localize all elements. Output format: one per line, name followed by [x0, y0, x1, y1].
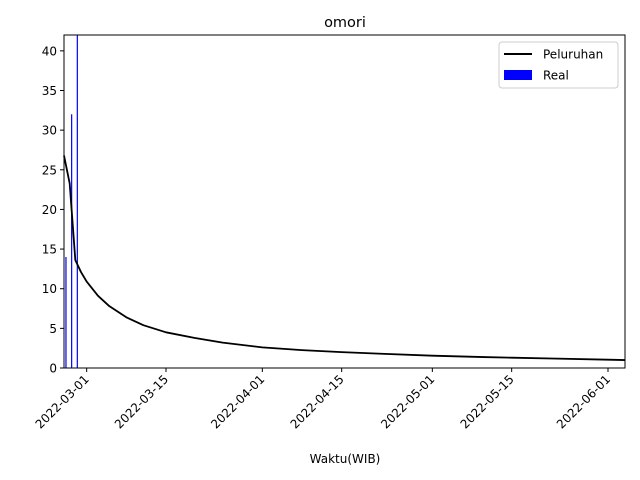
x-tick-label: 2022-03-01 — [33, 372, 92, 431]
y-tick-label: 40 — [42, 44, 57, 58]
legend: Peluruhan Real — [498, 41, 619, 89]
x-axis-label: Waktu(WIB) — [310, 452, 381, 466]
y-tick-label: 20 — [42, 203, 57, 217]
x-tick-label: 2022-05-15 — [458, 372, 517, 431]
line-series — [63, 155, 626, 361]
y-tick-label: 10 — [42, 282, 57, 296]
chart-title: omori — [324, 15, 366, 31]
x-axis: 2022-03-01 2022-03-15 2022-04-01 2022-04-15… — [33, 368, 613, 431]
bar-series — [65, 35, 78, 368]
x-tick-label: 2022-05-01 — [378, 372, 437, 431]
y-tick-label: 15 — [42, 243, 57, 257]
plot-frame — [63, 34, 626, 369]
x-tick-label: 2022-06-01 — [554, 372, 613, 431]
bar — [71, 114, 73, 368]
decay-line — [63, 155, 626, 361]
y-tick-label: 30 — [42, 124, 57, 138]
legend-label-peluruhan: Peluruhan — [543, 48, 603, 62]
y-axis: 0 5 10 15 20 25 30 35 40 — [42, 44, 64, 376]
x-tick-label: 2022-04-15 — [288, 372, 347, 431]
legend-label-real: Real — [543, 69, 569, 83]
y-tick-label: 25 — [42, 163, 57, 177]
y-tick-label: 35 — [42, 84, 57, 98]
bar — [76, 35, 78, 368]
legend-bar-swatch — [504, 70, 532, 80]
x-tick-label: 2022-04-01 — [208, 372, 267, 431]
y-tick-label: 0 — [49, 362, 57, 376]
bar — [65, 257, 67, 368]
x-tick-label: 2022-03-15 — [112, 372, 171, 431]
y-tick-label: 5 — [49, 322, 57, 336]
